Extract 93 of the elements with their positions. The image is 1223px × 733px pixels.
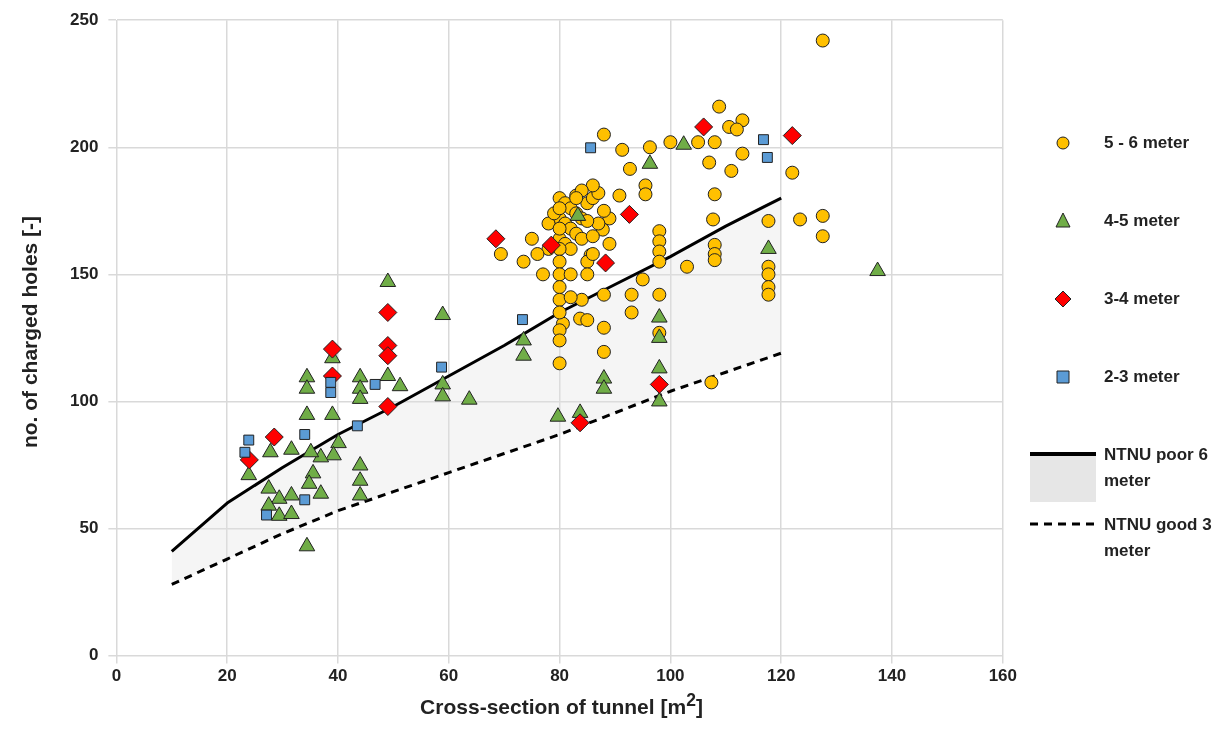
point	[330, 433, 347, 449]
point	[262, 442, 279, 458]
point	[758, 134, 769, 146]
point	[239, 446, 251, 458]
line-series	[170, 351, 783, 586]
point	[379, 366, 397, 382]
y-tick-label: 50	[79, 518, 99, 538]
point	[351, 455, 369, 471]
point	[434, 374, 451, 390]
point	[460, 390, 478, 405]
x-tick-label: 0	[111, 666, 122, 686]
point	[694, 117, 714, 137]
y-tick-label: 250	[69, 9, 99, 29]
point	[298, 536, 316, 552]
x-axis-title: Cross-section of tunnel [m$^{2}$]	[419, 690, 704, 719]
point	[312, 484, 330, 499]
legend-label: 5 - 6 meter	[1104, 132, 1190, 154]
point	[300, 474, 318, 489]
point	[283, 504, 300, 520]
point	[675, 135, 692, 150]
point	[351, 485, 369, 501]
y-tick-label: 150	[69, 264, 99, 284]
point	[595, 379, 613, 394]
point	[351, 420, 363, 432]
point	[434, 386, 451, 402]
point	[322, 339, 342, 359]
point	[391, 376, 409, 392]
point	[283, 440, 300, 455]
point	[351, 367, 369, 383]
point	[378, 302, 398, 322]
x-tick-label: 160	[988, 666, 1018, 686]
point	[298, 405, 316, 420]
point	[596, 253, 616, 273]
point	[325, 387, 337, 398]
point	[369, 378, 381, 390]
point	[304, 463, 322, 479]
point	[299, 429, 311, 440]
point	[270, 506, 288, 521]
point	[641, 154, 659, 169]
point	[351, 389, 369, 404]
point	[649, 374, 669, 394]
point	[570, 413, 590, 433]
point	[651, 308, 668, 323]
point	[270, 489, 288, 504]
legend-label: NTNU good 3 meter	[1104, 514, 1213, 562]
x-tick-label: 60	[439, 666, 459, 686]
point	[260, 496, 278, 511]
point	[517, 314, 528, 326]
legend-label: 4-5 meter	[1104, 210, 1180, 232]
point	[264, 427, 284, 447]
y-axis-title: no. of charged holes [-]	[18, 214, 42, 451]
point	[515, 346, 532, 361]
point	[378, 346, 398, 366]
point	[549, 407, 567, 422]
point	[351, 379, 369, 394]
x-tick-label: 20	[217, 666, 237, 686]
point	[298, 379, 316, 394]
point	[325, 445, 342, 461]
point	[240, 465, 258, 481]
point	[541, 235, 561, 255]
x-tick-label: 80	[550, 666, 570, 686]
point	[351, 471, 369, 486]
y-tick-label: 0	[88, 645, 99, 665]
point	[283, 485, 300, 501]
legend-label: 3-4 meter	[1104, 288, 1180, 310]
point	[782, 126, 802, 146]
x-tick-label: 100	[656, 666, 685, 686]
point	[312, 447, 330, 463]
point	[298, 367, 316, 383]
point	[324, 405, 341, 420]
point	[436, 361, 448, 373]
legend-label: NTNU poor 6 meter	[1104, 444, 1209, 492]
point	[869, 261, 886, 277]
y-tick-label: 200	[69, 136, 99, 156]
point	[651, 391, 668, 407]
point	[243, 434, 255, 446]
x-tick-label: 120	[767, 666, 796, 686]
point	[585, 142, 597, 154]
point	[619, 204, 639, 224]
x-tick-label: 40	[328, 666, 348, 686]
point	[651, 358, 668, 374]
point	[302, 442, 320, 458]
x-tick-label: 140	[877, 666, 907, 686]
point	[260, 479, 278, 494]
point	[379, 272, 397, 287]
point	[325, 376, 337, 388]
point	[434, 305, 451, 321]
point	[760, 239, 777, 254]
point	[515, 330, 532, 346]
legend-label: 2-3 meter	[1104, 366, 1180, 388]
y-tick-label: 100	[69, 391, 99, 411]
point	[486, 229, 506, 249]
point	[761, 152, 773, 163]
